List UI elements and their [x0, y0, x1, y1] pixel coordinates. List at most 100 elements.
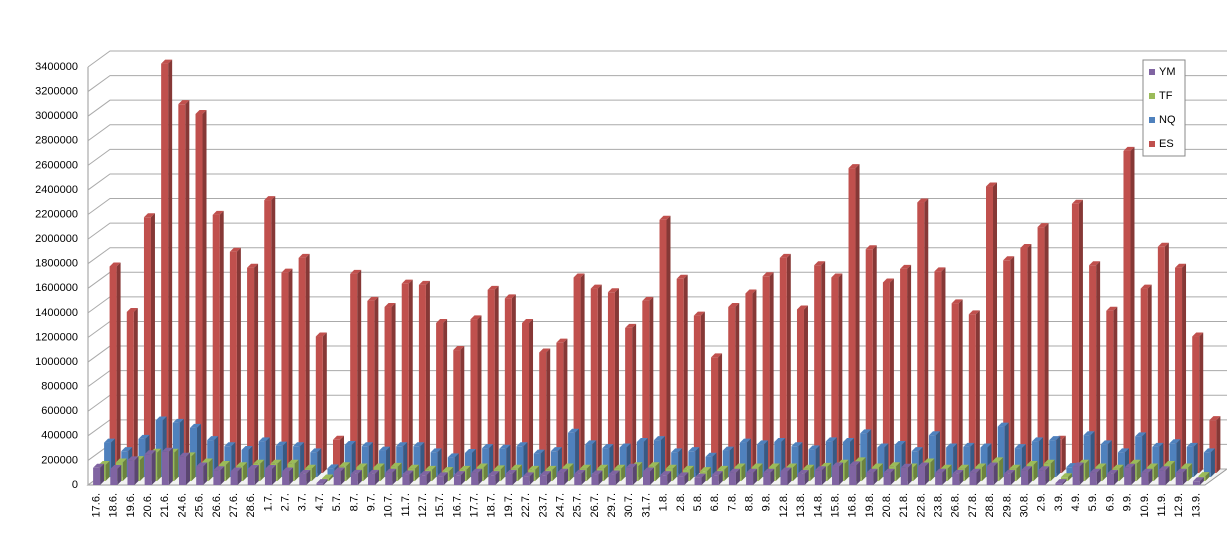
bar-side — [844, 459, 849, 481]
bar-top — [470, 315, 482, 320]
bar-side — [873, 468, 878, 485]
bar-group — [361, 442, 373, 477]
bar-side — [999, 457, 1004, 481]
bar-top — [1106, 306, 1118, 311]
bar-top — [660, 471, 672, 476]
bar — [299, 473, 307, 485]
bar-top — [1158, 466, 1170, 471]
bar-top — [413, 442, 425, 447]
bar-group — [711, 353, 723, 473]
x-tick-label: 12.9. — [1173, 493, 1185, 517]
bar-group — [591, 470, 603, 485]
bar-side — [798, 442, 803, 477]
bar-top — [1192, 477, 1204, 482]
bar-side — [947, 464, 952, 481]
bar-top — [310, 448, 322, 453]
bar-side — [1147, 284, 1152, 473]
bar-side — [661, 436, 665, 477]
bar — [946, 447, 954, 477]
bar-side — [454, 453, 459, 477]
y-tick-label: 600000 — [41, 405, 78, 417]
bar-side — [443, 472, 448, 485]
bar — [1106, 310, 1114, 473]
grid-line — [87, 75, 1227, 92]
bar — [705, 456, 713, 477]
bar-side — [976, 468, 981, 485]
y-tick-label: 3000000 — [35, 110, 78, 122]
x-tick-label: 1.7. — [262, 493, 274, 511]
legend-label: TF — [1159, 90, 1173, 102]
bar-group — [986, 462, 998, 485]
bar-group — [917, 198, 929, 473]
x-tick-label: 13.9. — [1190, 493, 1202, 517]
bar-top — [700, 467, 712, 472]
bar-top — [161, 447, 173, 452]
x-tick-label: 21.8. — [898, 493, 910, 517]
bar-top — [779, 253, 791, 258]
bar-top — [969, 468, 981, 473]
bar — [1083, 435, 1091, 477]
bar — [402, 474, 410, 485]
x-tick-label: 2.7. — [280, 493, 292, 511]
bar-top — [1164, 461, 1176, 466]
bar-top — [1135, 432, 1147, 437]
bar-top — [676, 274, 688, 279]
x-tick-label: 29.8. — [1001, 493, 1013, 517]
y-tick-label: 1800000 — [35, 258, 78, 270]
bar-group — [849, 461, 861, 485]
bar-side — [993, 182, 998, 473]
bar-group — [384, 303, 396, 473]
bar-group — [316, 479, 328, 485]
bar-side — [236, 247, 241, 473]
x-tick-label: 15.7. — [434, 493, 446, 517]
bar-top — [1192, 332, 1204, 337]
bar-side — [500, 465, 505, 481]
bar-group — [883, 468, 895, 485]
bar — [504, 298, 512, 473]
bar-top — [270, 459, 282, 464]
bar-group — [866, 468, 878, 485]
x-tick-label: 19.8. — [864, 493, 876, 517]
bar-side — [1045, 466, 1050, 485]
grid-line — [87, 247, 1227, 265]
bar-top — [900, 463, 912, 468]
bar-top — [488, 471, 500, 476]
bar-top — [287, 459, 299, 464]
x-tick-label: 19.6. — [125, 493, 137, 517]
x-tick-label: 28.8. — [984, 493, 996, 517]
bar — [935, 472, 943, 485]
bar — [986, 466, 994, 485]
bar — [418, 284, 426, 473]
x-tick-label: 25.6. — [194, 493, 206, 517]
bar-side — [426, 471, 431, 485]
bar-group — [660, 471, 672, 485]
bar-top — [419, 471, 431, 476]
bar-top — [682, 465, 694, 470]
bar-side — [1119, 464, 1124, 481]
bar — [917, 202, 925, 473]
bar-top — [110, 465, 122, 470]
bar-side — [1136, 459, 1141, 481]
bar-top — [218, 461, 230, 466]
bar-top — [1181, 463, 1193, 468]
bar-top — [803, 464, 815, 469]
bar — [625, 327, 633, 473]
bar-side — [328, 474, 333, 481]
bar-top — [935, 468, 947, 473]
x-tick-label: 26.8. — [950, 493, 962, 517]
bar-side — [741, 463, 746, 481]
bar-side — [1171, 461, 1176, 481]
bar-top — [298, 253, 310, 258]
x-tick-label: 2.8. — [675, 493, 687, 511]
bar-side — [420, 442, 425, 477]
bar-group — [1175, 468, 1187, 485]
bar — [109, 266, 117, 473]
y-tick-label: 2800000 — [35, 135, 78, 147]
bar-side — [872, 245, 877, 473]
bar-side — [821, 261, 826, 473]
bar-top — [934, 267, 946, 272]
bar-side — [580, 273, 585, 473]
bar-top — [471, 468, 483, 473]
x-tick-label: 8.8. — [744, 493, 756, 511]
bar-top — [1169, 439, 1181, 444]
